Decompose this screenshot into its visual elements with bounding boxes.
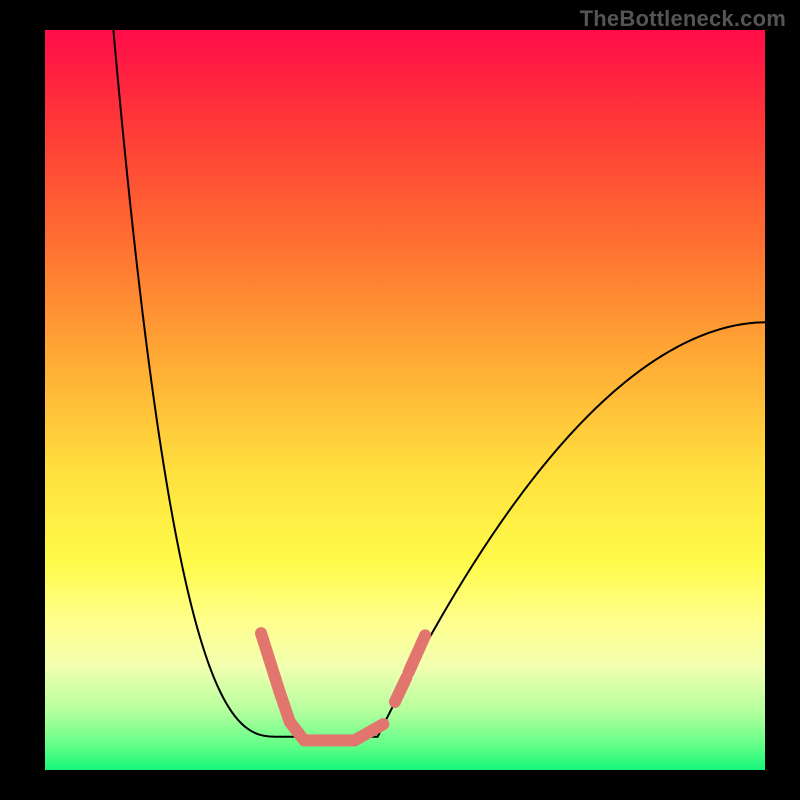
watermark-text: TheBottleneck.com (580, 6, 786, 32)
chart-svg (0, 0, 800, 800)
